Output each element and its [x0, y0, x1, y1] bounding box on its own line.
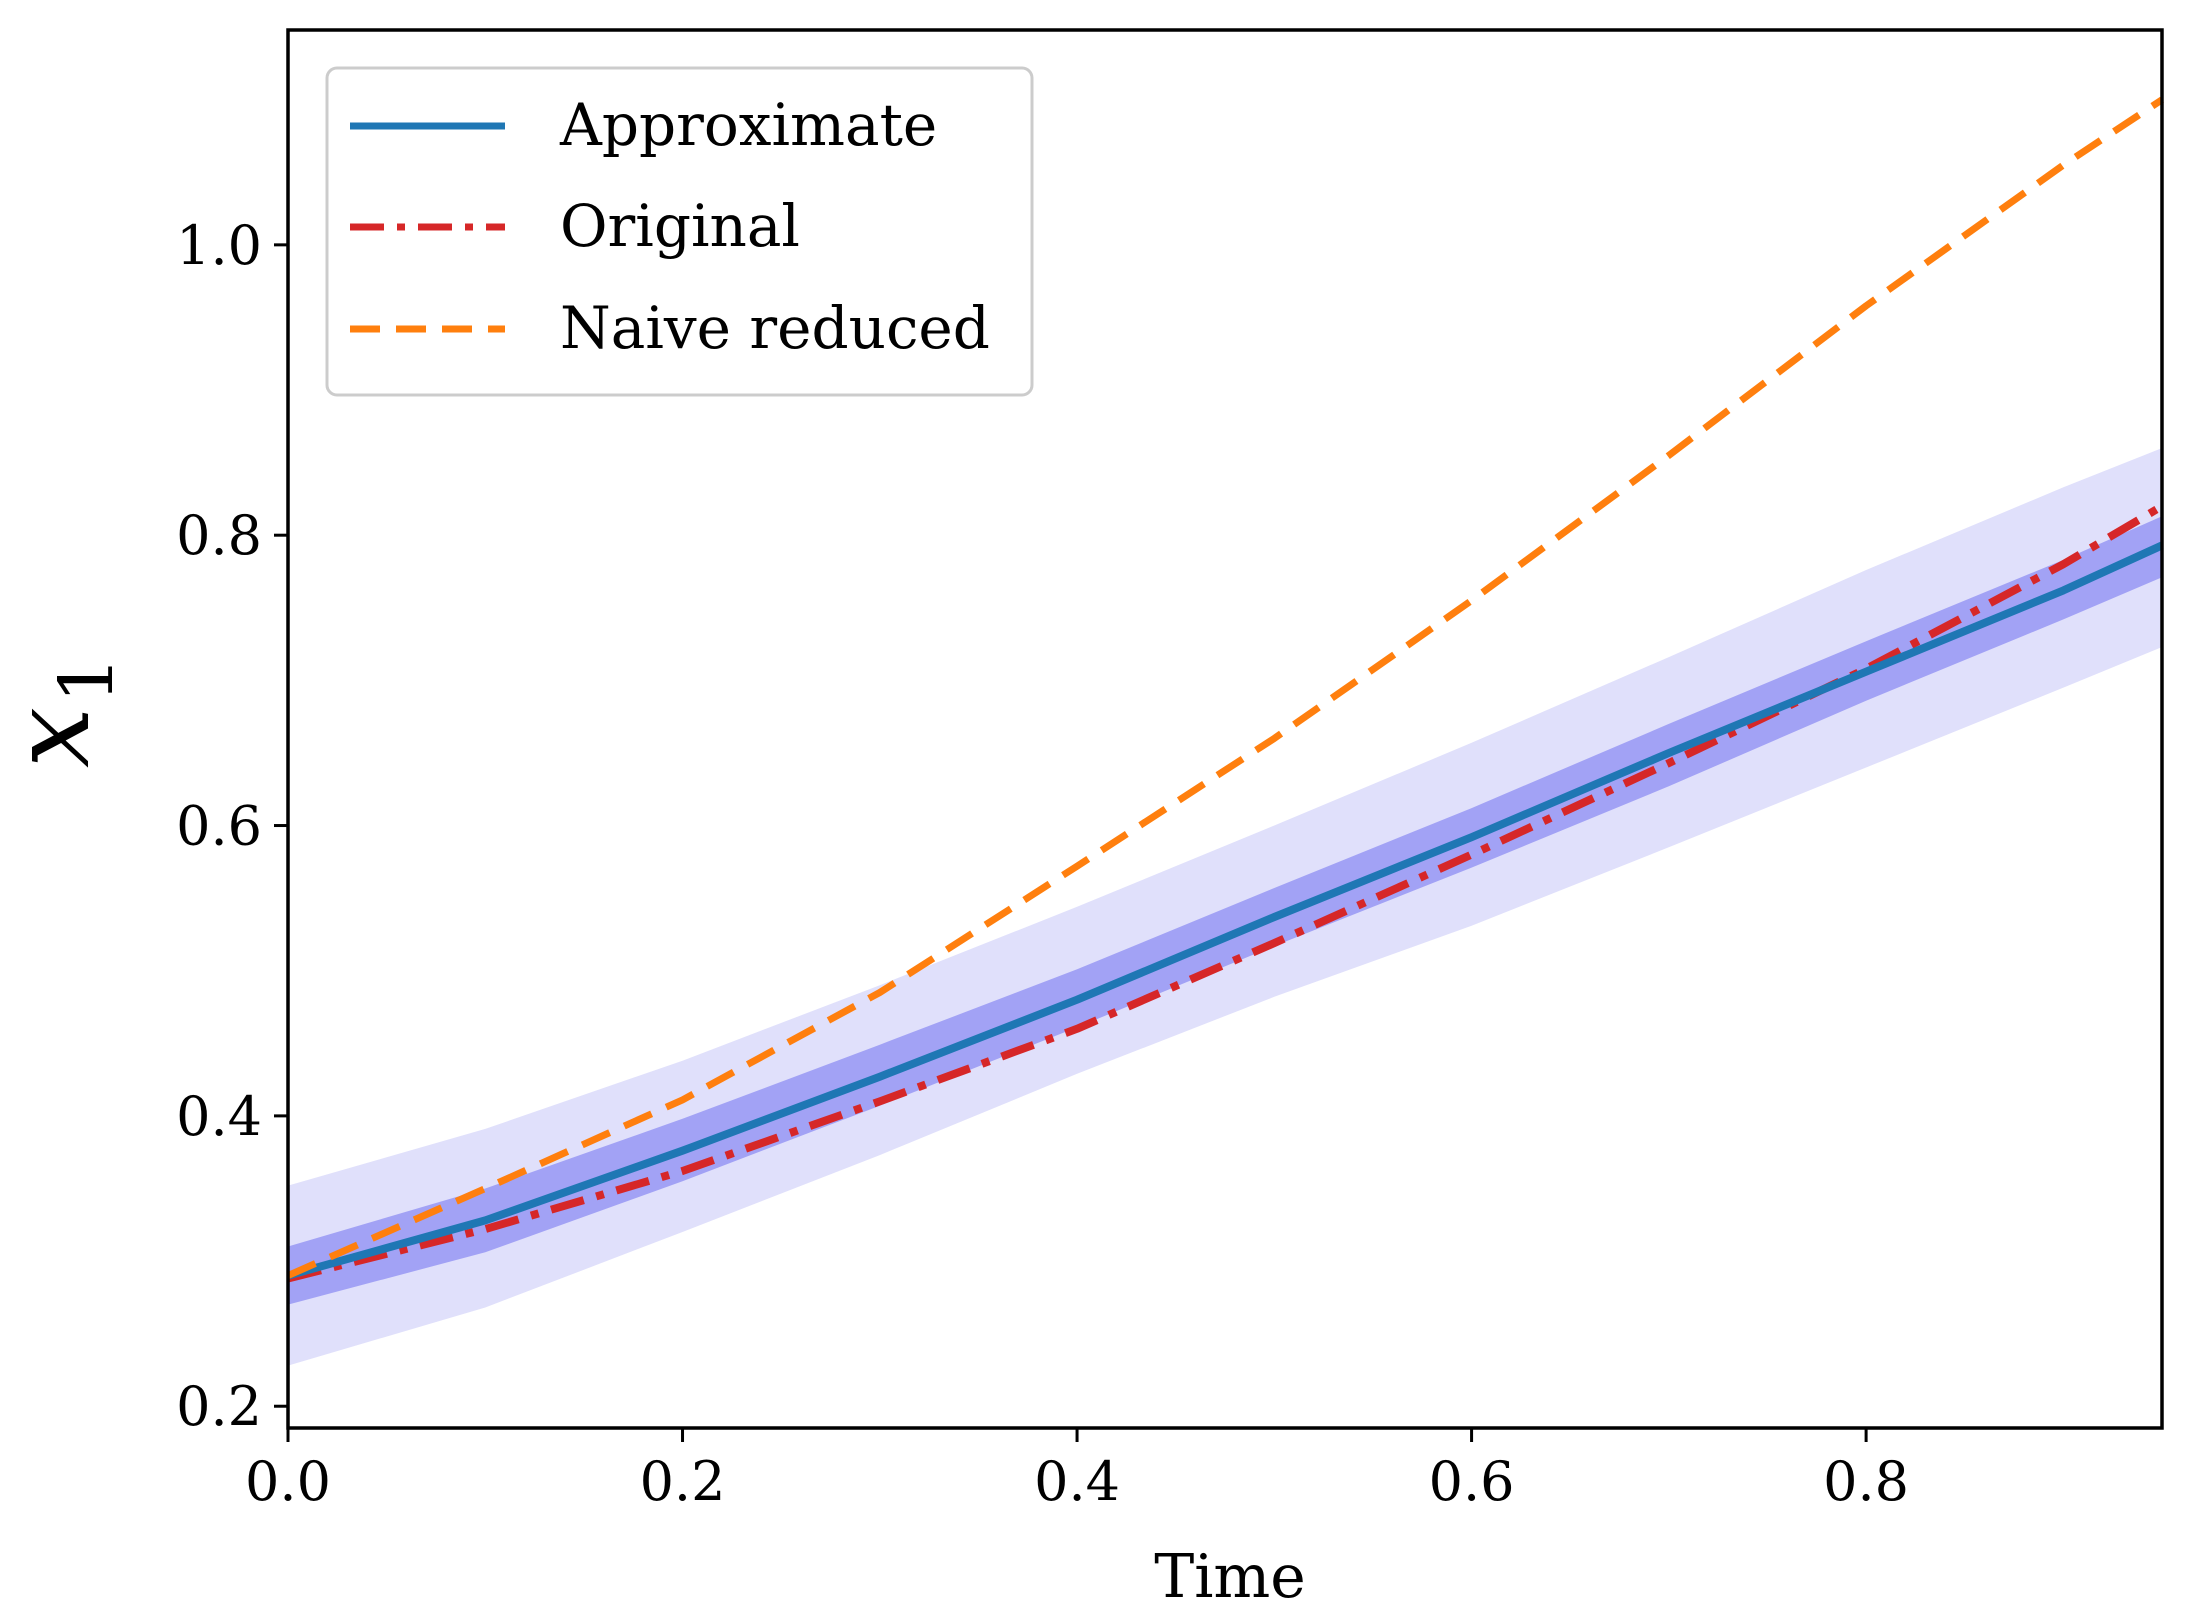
series-lines [286, 96, 2165, 1283]
y-tick-label: 0.2 [176, 1375, 262, 1438]
x-axis: 0.0 0.2 0.4 0.6 0.8 [245, 1428, 1909, 1513]
svg-text:x1: x1 [0, 656, 130, 768]
plot-data-area [286, 96, 2165, 1366]
y-axis: 0.2 0.4 0.6 0.8 1.0 [176, 214, 288, 1438]
y-axis-title: x1 [0, 656, 130, 768]
uncertainty-bands [288, 448, 2162, 1366]
y-axis-title-subscript: 1 [44, 656, 130, 703]
y-tick-label: 0.4 [176, 1085, 262, 1148]
inner-band [288, 516, 2162, 1305]
y-tick-label: 0.6 [176, 795, 262, 858]
series-line-original [287, 502, 2165, 1283]
x-tick-label: 0.0 [245, 1450, 331, 1513]
plot-frame [286, 28, 2164, 1430]
x-axis-title: Time [1154, 1542, 1306, 1612]
series-line-approximate [286, 541, 2164, 1280]
x-tick-label: 0.8 [1823, 1450, 1909, 1513]
y-tick-label: 0.8 [176, 504, 262, 567]
x-tick-label: 0.2 [640, 1450, 726, 1513]
y-axis-title-main: x [0, 707, 114, 768]
series-line-naive-reduced [286, 96, 2164, 1279]
legend: Approximate Original Naive reduced [325, 66, 1034, 397]
x-tick-label: 0.4 [1034, 1450, 1120, 1513]
legend-label-approximate: Approximate [559, 91, 937, 159]
y-tick-label: 1.0 [176, 214, 262, 277]
legend-label-original: Original [560, 192, 800, 260]
legend-box [325, 66, 1034, 397]
legend-label-naive-reduced: Naive reduced [560, 294, 990, 362]
x-tick-label: 0.6 [1429, 1450, 1515, 1513]
